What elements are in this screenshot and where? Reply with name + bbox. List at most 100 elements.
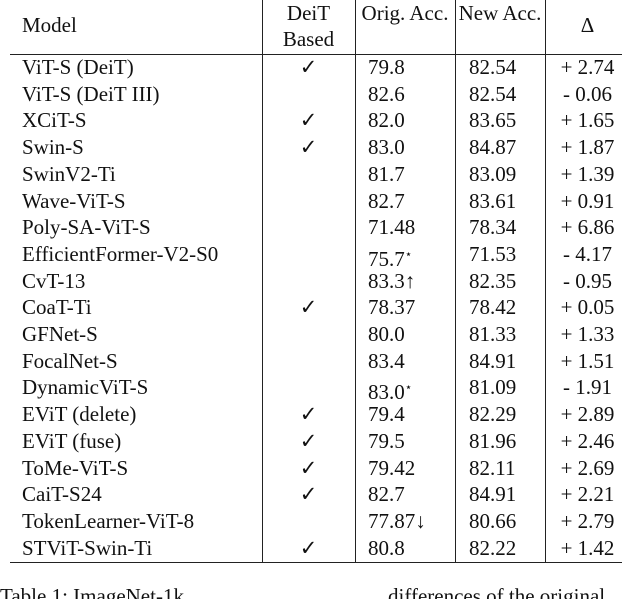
model-name: XCiT-S [22,108,87,133]
orig-acc: 71.48 [368,215,416,240]
model-name: GFNet-S [22,322,98,346]
column-rule [262,0,263,563]
new-acc: 84.91 [469,348,517,373]
model-name: CaiT-S24 [22,482,102,507]
new-acc: 81.33 [469,322,517,346]
model-name: ViT-S (DeiT) [22,55,134,79]
delta: + 2.46 [560,428,615,453]
model-name: ToMe-ViT-S [22,455,129,480]
deit-check: ✓ [299,455,318,480]
delta: + 1.65 [560,108,615,133]
model-name: SwinV2-Ti [22,161,116,186]
model-name: EViT (fuse) [22,428,122,453]
orig-acc: 79.5 [368,428,405,453]
delta: + 1.39 [560,161,615,186]
delta: + 2.74 [560,55,615,79]
column-rule [545,0,546,563]
new-acc: 82.22 [469,535,517,560]
model-name: ViT-S (DeiT III) [22,81,160,106]
new-acc: 83.09 [469,161,517,186]
model-name: DynamicViT-S [22,375,149,400]
delta: + 2.69 [560,455,615,480]
deit-check: ✓ [299,55,318,79]
header-cell: New Acc. [458,1,542,25]
deit-check: ✓ [299,428,318,453]
delta: - 0.06 [563,81,612,106]
new-acc: 83.61 [469,188,517,213]
delta: + 0.05 [560,295,615,320]
orig-acc: 82.7 [368,482,405,507]
orig-acc: 83.0⋆ [368,380,413,405]
delta: + 1.33 [560,322,615,346]
delta: + 2.21 [560,482,615,507]
orig-note: ⋆ [404,380,413,395]
caption-end: differences of the original [388,584,606,599]
model-name: EViT (delete) [22,402,137,427]
orig-acc: 78.37 [368,295,416,320]
header-cell: Orig. Acc. [361,1,449,25]
new-acc: 83.65 [469,108,517,133]
delta: + 2.89 [560,402,615,427]
model-name: TokenLearner-ViT-8 [22,508,195,533]
orig-acc: 77.87↓ [368,508,426,533]
new-acc: 82.11 [469,455,516,480]
column-rule [355,0,356,563]
delta: - 1.91 [563,375,612,400]
orig-note: ↑ [404,268,416,293]
delta: + 1.87 [560,135,615,160]
model-name: EfficientFormer-V2-S0 [22,241,219,266]
orig-acc: 80.0 [368,322,405,346]
orig-acc: 83.3↑ [368,268,416,293]
orig-acc: 82.0 [368,108,405,133]
new-acc: 71.53 [469,241,517,266]
new-acc: 84.87 [469,135,517,160]
orig-acc: 79.8 [368,55,405,79]
header-cell: DeiT Based [282,1,335,51]
orig-acc: 81.7 [368,161,405,186]
header-rule [10,54,622,55]
delta: - 0.95 [563,268,612,293]
model-name: Wave-ViT-S [22,188,126,213]
delta: - 4.17 [563,241,612,266]
model-name: Poly-SA-ViT-S [22,215,151,240]
model-name: CvT-13 [22,268,86,293]
deit-check: ✓ [299,295,318,320]
deit-check: ✓ [299,108,318,133]
orig-acc: 83.4 [368,348,405,373]
orig-acc: 79.4 [368,402,405,427]
model-name: Swin-S [22,135,84,160]
header-cell: Δ [580,13,595,37]
caption-start: Table 1: ImageNet-1k [0,584,184,599]
column-rule [455,0,456,563]
deit-check: ✓ [299,402,318,427]
delta: + 1.51 [560,348,615,373]
delta: + 2.79 [560,508,615,533]
new-acc: 82.54 [469,55,517,79]
orig-acc: 82.7 [368,188,405,213]
orig-acc: 80.8 [368,535,405,560]
new-acc: 82.54 [469,81,517,106]
deit-check: ✓ [299,135,318,160]
deit-check: ✓ [299,482,318,507]
new-acc: 82.35 [469,268,517,293]
orig-acc: 83.0 [368,135,405,160]
header-cell: Model [22,13,77,37]
orig-note: ⋆ [404,246,413,261]
model-name: STViT-Swin-Ti [22,535,153,560]
new-acc: 81.96 [469,428,517,453]
model-name: CoaT-Ti [22,295,92,320]
new-acc: 84.91 [469,482,517,507]
deit-check: ✓ [299,535,318,560]
delta: + 1.42 [560,535,615,560]
new-acc: 82.29 [469,402,517,427]
orig-acc: 79.42 [368,455,416,480]
new-acc: 80.66 [469,508,517,533]
bottom-rule [10,562,622,563]
orig-note: ↓ [415,508,426,533]
orig-acc: 75.7⋆ [368,246,413,271]
model-name: FocalNet-S [22,348,118,373]
delta: + 6.86 [560,215,615,240]
orig-acc: 82.6 [368,81,405,106]
delta: + 0.91 [560,188,615,213]
